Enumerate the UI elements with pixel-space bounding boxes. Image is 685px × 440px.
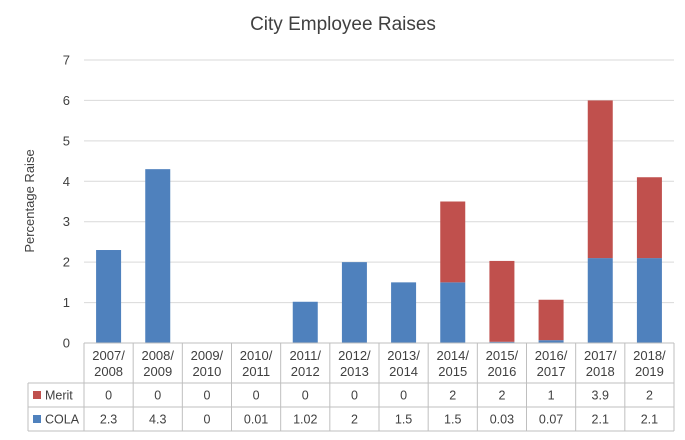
table-cell-cola: 0.03 xyxy=(490,413,514,427)
bar-cola xyxy=(489,341,515,343)
x-category-label: 2008/2009 xyxy=(141,348,174,379)
table-cell-merit: 0 xyxy=(351,389,358,403)
y-tick-label: 6 xyxy=(63,93,70,108)
table-cell-cola: 0.01 xyxy=(244,413,268,427)
x-category-label: 2012/2013 xyxy=(338,348,371,379)
bar-cola xyxy=(391,282,417,343)
table-cell-merit: 0 xyxy=(302,389,309,403)
bar-merit xyxy=(636,177,662,259)
x-category-label: 2018/2019 xyxy=(633,348,666,379)
bar-cola xyxy=(587,258,613,343)
x-category-label: 2015/2016 xyxy=(486,348,519,379)
y-tick-label: 1 xyxy=(63,295,70,310)
y-tick-label: 2 xyxy=(63,255,70,270)
y-axis-label: Percentage Raise xyxy=(22,149,37,252)
bar-merit xyxy=(587,100,613,259)
bar-merit xyxy=(440,201,466,283)
y-tick-label: 0 xyxy=(63,336,70,351)
x-category-label: 2009/2010 xyxy=(191,348,224,379)
table-cell-merit: 1 xyxy=(548,389,555,403)
data-table: 2007/20082008/20092009/20102010/20112011… xyxy=(27,342,675,432)
legend-key-merit xyxy=(33,391,41,399)
table-cell-cola: 1.5 xyxy=(444,413,461,427)
y-tick-label: 5 xyxy=(63,133,70,148)
bar-merit xyxy=(489,260,515,342)
y-tick-label: 4 xyxy=(63,174,70,189)
table-cell-cola: 0 xyxy=(203,413,210,427)
table-cell-cola: 1.02 xyxy=(293,413,317,427)
x-category-label: 2014/2015 xyxy=(436,348,469,379)
table-cell-cola: 1.5 xyxy=(395,413,412,427)
y-grid-layer xyxy=(84,59,674,344)
y-tick-label: 7 xyxy=(63,53,70,68)
bar-cola xyxy=(636,258,662,343)
table-cell-merit: 2 xyxy=(646,389,653,403)
bar-cola xyxy=(292,301,318,343)
x-category-label: 2017/2018 xyxy=(584,348,617,379)
bar-cola xyxy=(96,250,122,343)
legend-key-cola xyxy=(33,415,41,423)
table-cell-cola: 4.3 xyxy=(149,413,166,427)
bar-cola xyxy=(440,282,466,343)
bar-layer xyxy=(96,100,662,344)
y-tick-labels: 0 1 2 3 4 5 6 7 xyxy=(63,53,70,351)
chart-title: City Employee Raises xyxy=(250,14,436,35)
table-cell-merit: 0 xyxy=(154,389,161,403)
x-category-label: 2013/2014 xyxy=(387,348,420,379)
bar-cola xyxy=(145,169,171,343)
x-category-label: 2007/2008 xyxy=(92,348,125,379)
table-cell-merit: 0 xyxy=(105,389,112,403)
table-cell-merit: 0 xyxy=(203,389,210,403)
table-cell-cola: 2.1 xyxy=(592,413,609,427)
x-category-label: 2011/2012 xyxy=(289,348,321,379)
bar-cola xyxy=(538,340,564,343)
table-cell-merit: 3.9 xyxy=(592,389,609,403)
table-cell-cola: 0.07 xyxy=(539,413,563,427)
table-cell-merit: 2 xyxy=(449,389,456,403)
table-cell-cola: 2.3 xyxy=(100,413,117,427)
table-cell-merit: 0 xyxy=(400,389,407,403)
bar-merit xyxy=(538,299,564,341)
x-category-label: 2016/2017 xyxy=(535,348,568,379)
legend-label-cola: COLA xyxy=(45,413,80,427)
y-tick-label: 3 xyxy=(63,214,70,229)
legend-label-merit: Merit xyxy=(45,389,73,403)
table-cell-cola: 2 xyxy=(351,413,358,427)
table-cell-merit: 2 xyxy=(498,389,505,403)
bar-cola xyxy=(341,262,367,343)
table-cell-merit: 0 xyxy=(253,389,260,403)
table-cell-cola: 2.1 xyxy=(641,413,658,427)
x-category-label: 2010/2011 xyxy=(240,348,273,379)
